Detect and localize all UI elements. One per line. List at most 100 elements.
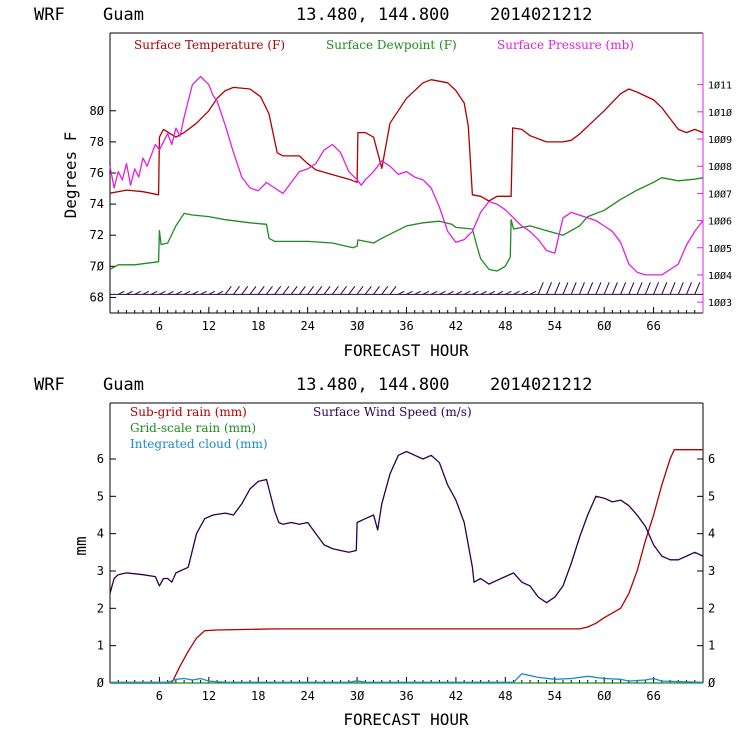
wind-barb bbox=[340, 286, 348, 295]
top-x-tick-label: 42 bbox=[449, 319, 463, 333]
top-header-model: WRF bbox=[34, 5, 65, 25]
wind-barb bbox=[356, 286, 364, 295]
wind-barb bbox=[159, 290, 166, 295]
top-y2-tick-label: 1ØØ8 bbox=[708, 161, 732, 173]
top-y-tick-label: 8Ø bbox=[90, 104, 105, 118]
wind-barb bbox=[628, 282, 635, 295]
legend-dewpoint: Surface Dewpoint (F) bbox=[326, 38, 457, 52]
wind-barb bbox=[521, 290, 529, 295]
bottom-x-tick-label: 54 bbox=[548, 689, 562, 703]
bottom-header-location: Guam bbox=[103, 375, 144, 395]
wind-barb bbox=[282, 286, 290, 295]
bottom-y-tick-label: 6 bbox=[97, 452, 104, 466]
wind-barb bbox=[249, 286, 257, 295]
bottom-x-tick-label: 18 bbox=[251, 689, 265, 703]
top-y-axis-label: Degrees F bbox=[61, 132, 80, 219]
wind-barb bbox=[373, 286, 380, 295]
wind-barb bbox=[513, 290, 520, 295]
top-x-tick-label: 36 bbox=[399, 319, 413, 333]
wind-barb bbox=[661, 282, 668, 295]
top-x-tick-label: 6Ø bbox=[597, 319, 612, 333]
top-series-surface-dewpoint-f bbox=[109, 177, 704, 272]
top-y2-tick-label: 1Ø1Ø bbox=[708, 107, 732, 119]
legend-wind-speed: Surface Wind Speed (m/s) bbox=[313, 405, 472, 419]
wind-barb bbox=[537, 282, 544, 295]
wind-barb bbox=[496, 290, 504, 295]
wind-barb bbox=[274, 286, 282, 295]
bottom-x-tick-label: 36 bbox=[399, 689, 413, 703]
wind-barb bbox=[439, 290, 446, 295]
wind-barb bbox=[406, 290, 413, 295]
bottom-y2-tick-label: 2 bbox=[708, 601, 715, 615]
bottom-panel: WRF Guam 13.480, 144.800 2014021212 Sub-… bbox=[34, 375, 716, 729]
wind-barb bbox=[505, 290, 512, 295]
wind-barb bbox=[257, 286, 265, 295]
wind-barb bbox=[398, 290, 405, 295]
wind-barb bbox=[546, 282, 552, 295]
bottom-y-tick-label: Ø bbox=[97, 676, 105, 690]
wind-barb bbox=[299, 286, 306, 295]
legend-gridscale-rain: Grid-scale rain (mm) bbox=[130, 421, 256, 435]
wind-barb bbox=[554, 282, 561, 295]
wind-barb bbox=[480, 290, 487, 295]
top-x-tick-label: 48 bbox=[498, 319, 512, 333]
wind-barb bbox=[587, 282, 594, 295]
wind-barb bbox=[208, 290, 216, 295]
bottom-x-tick-label: 6 bbox=[156, 689, 163, 703]
wind-barb bbox=[118, 290, 125, 295]
wind-barb bbox=[241, 286, 249, 295]
wind-barb bbox=[331, 286, 339, 295]
top-y2-tick-label: 1ØØ3 bbox=[708, 297, 732, 309]
wind-barb bbox=[488, 290, 496, 295]
top-header-coords: 13.480, 144.800 bbox=[296, 5, 450, 25]
legend-cloud: Integrated cloud (mm) bbox=[130, 437, 268, 451]
wind-barb bbox=[266, 286, 273, 295]
top-y2-tick-label: 1ØØ9 bbox=[708, 134, 732, 146]
top-header-init: 2014021212 bbox=[490, 5, 592, 25]
top-series-surface-temperature-f bbox=[109, 79, 704, 202]
top-y-tick-label: 74 bbox=[90, 197, 104, 211]
wind-barb bbox=[430, 290, 438, 295]
legend-temperature: Surface Temperature (F) bbox=[134, 38, 285, 52]
bottom-series-surface-wind-speed-m-s bbox=[109, 450, 704, 604]
wind-barb bbox=[422, 290, 430, 295]
top-x-tick-label: 24 bbox=[300, 319, 314, 333]
top-y-tick-label: 72 bbox=[90, 228, 104, 242]
top-x-tick-label: 12 bbox=[202, 319, 216, 333]
bottom-y2-tick-label: 3 bbox=[708, 564, 715, 578]
wind-barb bbox=[455, 290, 463, 295]
top-x-axis-label: FORECAST HOUR bbox=[343, 341, 469, 360]
bottom-header-model: WRF bbox=[34, 375, 65, 395]
bottom-y2-tick-label: Ø bbox=[708, 676, 716, 690]
bottom-y-tick-label: 4 bbox=[97, 527, 104, 541]
bottom-x-tick-label: 6Ø bbox=[597, 689, 612, 703]
top-y-tick-label: 68 bbox=[90, 290, 104, 304]
wind-barb bbox=[694, 282, 701, 295]
wind-barb bbox=[348, 286, 356, 295]
top-y-tick-label: 78 bbox=[90, 135, 104, 149]
wind-barb bbox=[414, 290, 421, 295]
bottom-x-axis-label: FORECAST HOUR bbox=[343, 710, 469, 729]
bottom-series-layer bbox=[109, 449, 704, 684]
bottom-y2-tick-label: 5 bbox=[708, 489, 715, 503]
wind-barb bbox=[381, 286, 389, 295]
top-y2-tick-label: 1ØØ6 bbox=[708, 216, 732, 228]
wind-barb bbox=[233, 286, 240, 295]
wind-barb bbox=[175, 290, 183, 295]
top-x-tick-label: 18 bbox=[251, 319, 265, 333]
bottom-x-tick-label: 42 bbox=[449, 689, 463, 703]
wind-barb bbox=[636, 282, 643, 295]
top-series-layer bbox=[109, 75, 704, 295]
top-header-location: Guam bbox=[103, 5, 144, 25]
wind-barb bbox=[447, 290, 454, 295]
wind-barb bbox=[224, 286, 232, 295]
top-panel: WRF Guam 13.480, 144.800 2014021212 Surf… bbox=[34, 5, 732, 360]
wind-barb bbox=[183, 290, 191, 295]
bottom-x-tick-label: 24 bbox=[300, 689, 314, 703]
wind-barb bbox=[603, 282, 610, 295]
top-y-tick-label: 7Ø bbox=[90, 259, 105, 273]
wind-barb bbox=[463, 290, 471, 295]
bottom-y-tick-label: 5 bbox=[97, 489, 104, 503]
wind-barb bbox=[677, 282, 684, 295]
